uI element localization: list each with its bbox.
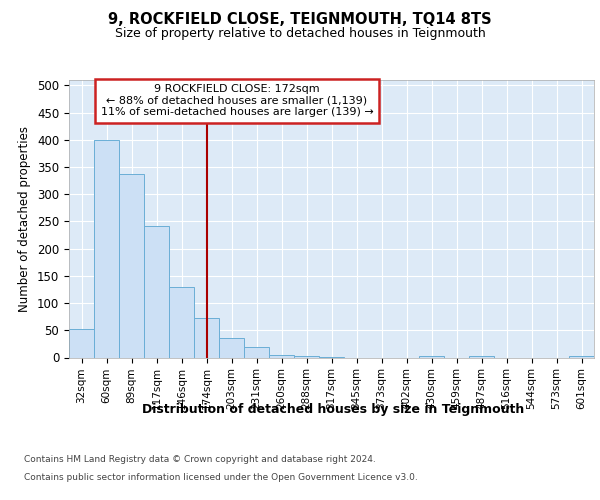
Bar — [194, 318, 219, 358]
Text: 9 ROCKFIELD CLOSE: 172sqm
← 88% of detached houses are smaller (1,139)
11% of se: 9 ROCKFIELD CLOSE: 172sqm ← 88% of detac… — [101, 84, 373, 117]
Bar — [269, 355, 294, 358]
Text: 9, ROCKFIELD CLOSE, TEIGNMOUTH, TQ14 8TS: 9, ROCKFIELD CLOSE, TEIGNMOUTH, TQ14 8TS — [108, 12, 492, 28]
Bar — [169, 288, 194, 358]
Bar — [144, 226, 169, 358]
Bar — [119, 174, 144, 358]
Text: Size of property relative to detached houses in Teignmouth: Size of property relative to detached ho… — [115, 28, 485, 40]
Text: Contains HM Land Registry data © Crown copyright and database right 2024.: Contains HM Land Registry data © Crown c… — [24, 455, 376, 464]
Bar — [319, 357, 344, 358]
Text: Contains public sector information licensed under the Open Government Licence v3: Contains public sector information licen… — [24, 472, 418, 482]
Text: Distribution of detached houses by size in Teignmouth: Distribution of detached houses by size … — [142, 402, 524, 415]
Bar — [94, 140, 119, 358]
Bar — [469, 356, 494, 358]
Bar — [219, 338, 244, 357]
Bar — [69, 329, 94, 358]
Bar — [419, 356, 444, 358]
Y-axis label: Number of detached properties: Number of detached properties — [19, 126, 31, 312]
Bar — [569, 356, 594, 358]
Bar — [294, 356, 319, 358]
Bar — [244, 347, 269, 358]
